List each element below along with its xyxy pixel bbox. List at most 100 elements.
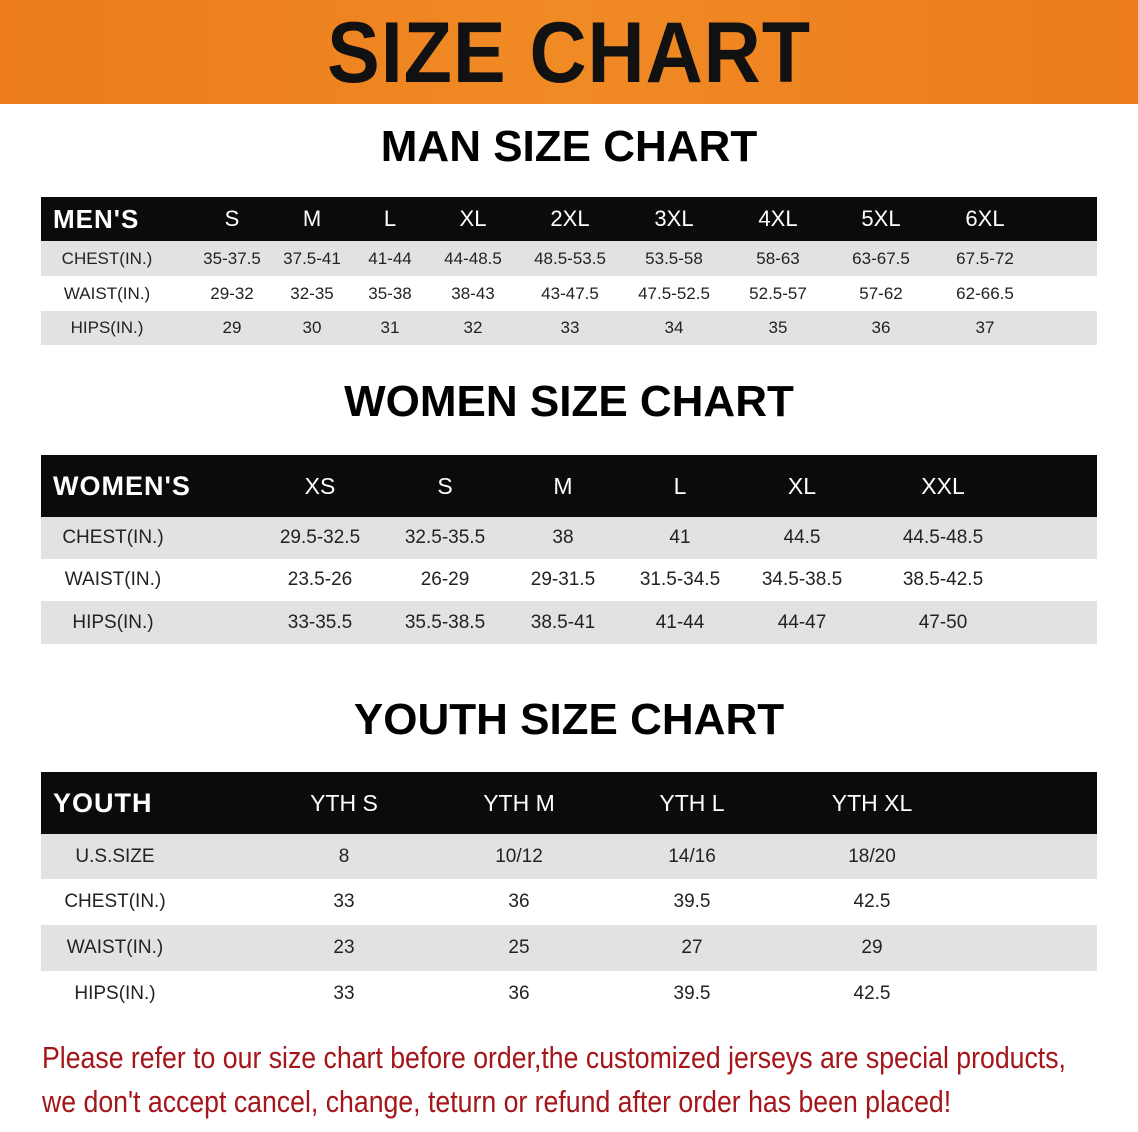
measurement-value: 63-67.5 [852, 248, 910, 268]
size-column-header: L [383, 206, 397, 231]
measurement-label: CHEST(IN.) [62, 527, 164, 548]
size-column-header: L [673, 472, 687, 499]
measurement-value: 52.5-57 [749, 283, 807, 303]
measurement-value: 35-38 [368, 283, 412, 303]
measurement-value: 36 [871, 318, 891, 337]
measurement-value: 30 [302, 318, 322, 337]
measurement-value: 38 [552, 527, 574, 548]
measurement-value: 33 [333, 891, 355, 912]
size-column-header: XS [304, 472, 336, 499]
measurement-value: 35 [768, 318, 788, 337]
measurement-value: 35-37.5 [203, 248, 261, 268]
measurement-value: 36 [508, 891, 530, 912]
measurement-value: 42.5 [853, 891, 891, 912]
size-column-header: S [437, 472, 453, 499]
men-header-label: MEN'S [53, 203, 140, 234]
measurement-label: WAIST(IN.) [63, 283, 151, 303]
measurement-value: 41-44 [368, 248, 412, 268]
measurement-value: 29 [861, 937, 883, 958]
men-header-row: MEN'S S M L XL 2XL 3XL 4XL 5XL 6XL [41, 197, 1097, 241]
size-column-header: M [553, 472, 573, 499]
measurement-label: WAIST(IN.) [64, 569, 162, 590]
measurement-value: 47-50 [918, 611, 968, 633]
measurement-value: 44.5 [783, 527, 821, 548]
size-column-header: XXL [921, 472, 965, 499]
measurement-value: 57-62 [859, 283, 903, 303]
youth-header-row: YOUTH YTH S YTH M YTH L YTH XL [41, 772, 1097, 834]
notice-line-1: Please refer to our size chart before or… [42, 1040, 1066, 1075]
measurement-value: 18/20 [848, 845, 896, 867]
size-column-header: S [224, 206, 240, 231]
measurement-value: 38.5-41 [530, 611, 596, 633]
table-row: WAIST(IN.) 23 25 27 29 [41, 925, 1097, 971]
measurement-value: 32-35 [290, 283, 334, 303]
notice-line-2: we don't accept cancel, change, teturn o… [42, 1084, 952, 1119]
measurement-value: 26-29 [420, 569, 470, 590]
women-size-table: WOMEN'S XS S M L XL XXL CHEST(IN.) 29.5-32.5 32.5… [41, 455, 1097, 644]
measurement-value: 39.5 [673, 891, 711, 912]
measurement-value: 29-31.5 [530, 569, 596, 590]
measurement-value: 67.5-72 [956, 248, 1014, 268]
size-column-header: 5XL [861, 206, 901, 231]
measurement-value: 48.5-53.5 [534, 248, 606, 268]
size-column-header: 2XL [550, 206, 590, 231]
size-column-header: 6XL [965, 206, 1005, 231]
measurement-value: 29-32 [210, 283, 254, 303]
measurement-value: 41 [669, 527, 691, 548]
size-column-header: YTH L [659, 789, 725, 816]
measurement-value: 34.5-38.5 [761, 569, 843, 590]
measurement-value: 42.5 [853, 982, 891, 1004]
measurement-value: 58-63 [756, 248, 800, 268]
measurement-value: 29.5-32.5 [279, 527, 361, 548]
measurement-value: 34 [664, 318, 684, 337]
women-header-label: WOMEN'S [53, 470, 191, 501]
men-section-title: MAN SIZE CHART [380, 122, 758, 171]
measurement-value: 36 [508, 982, 530, 1004]
measurement-value: 31 [380, 318, 400, 337]
youth-section-title: YOUTH SIZE CHART [353, 695, 785, 744]
table-row: WAIST(IN.) 23.5-26 26-29 29-31.5 31.5-34.5 34… [41, 559, 1097, 601]
measurement-value: 29 [222, 318, 242, 337]
table-row: WAIST(IN.) 29-32 32-35 35-38 38-43 43-47.5 47.… [41, 276, 1097, 311]
measurement-value: 47.5-52.5 [638, 283, 710, 303]
women-header-row: WOMEN'S XS S M L XL XXL [41, 455, 1097, 517]
size-column-header: 3XL [654, 206, 694, 231]
men-size-table: MEN'S S M L XL 2XL 3XL 4XL 5XL 6XL CHEST(IN.) 35-37… [41, 197, 1097, 345]
table-row: CHEST(IN.) 29.5-32.5 32.5-35.5 38 41 44.5 44.5… [41, 517, 1097, 559]
measurement-value: 8 [338, 845, 350, 867]
measurement-value: 53.5-58 [645, 248, 703, 268]
measurement-value: 32.5-35.5 [404, 527, 486, 548]
measurement-value: 10/12 [495, 845, 543, 867]
measurement-label: WAIST(IN.) [66, 937, 164, 958]
measurement-label: HIPS(IN.) [72, 611, 154, 633]
measurement-label: HIPS(IN.) [70, 318, 144, 337]
size-column-header: XL [459, 206, 487, 231]
measurement-label: CHEST(IN.) [61, 248, 153, 268]
measurement-value: 44-47 [777, 611, 827, 633]
measurement-value: 43-47.5 [541, 283, 599, 303]
banner: SIZE CHART [0, 0, 1138, 104]
measurement-value: 14/16 [668, 845, 716, 867]
measurement-value: 62-66.5 [956, 283, 1014, 303]
banner-title: SIZE CHART [327, 5, 811, 101]
measurement-value: 27 [681, 937, 703, 958]
measurement-value: 44-48.5 [444, 248, 502, 268]
table-row: CHEST(IN.) 33 36 39.5 42.5 [41, 879, 1097, 925]
measurement-value: 33 [560, 318, 580, 337]
table-row: CHEST(IN.) 35-37.5 37.5-41 41-44 44-48.5 48.5… [41, 241, 1097, 276]
women-section-title: WOMEN SIZE CHART [344, 377, 794, 426]
youth-header-label: YOUTH [53, 787, 153, 818]
measurement-value: 33-35.5 [287, 611, 353, 633]
measurement-value: 41-44 [655, 611, 705, 633]
measurement-value: 38-43 [451, 283, 495, 303]
table-row: HIPS(IN.) 29 30 31 32 33 34 35 36 37 [41, 311, 1097, 345]
youth-size-table: YOUTH YTH S YTH M YTH L YTH XL U.S.SIZE 8 10/12… [41, 772, 1097, 1016]
size-column-header: YTH M [483, 789, 555, 816]
measurement-value: 38.5-42.5 [902, 569, 984, 590]
measurement-label: U.S.SIZE [75, 845, 155, 867]
measurement-value: 39.5 [673, 982, 711, 1004]
measurement-value: 37.5-41 [283, 248, 341, 268]
table-row: U.S.SIZE 8 10/12 14/16 18/20 [41, 834, 1097, 879]
table-row: HIPS(IN.) 33-35.5 35.5-38.5 38.5-41 41-44 44-… [41, 601, 1097, 644]
size-column-header: M [302, 206, 322, 231]
